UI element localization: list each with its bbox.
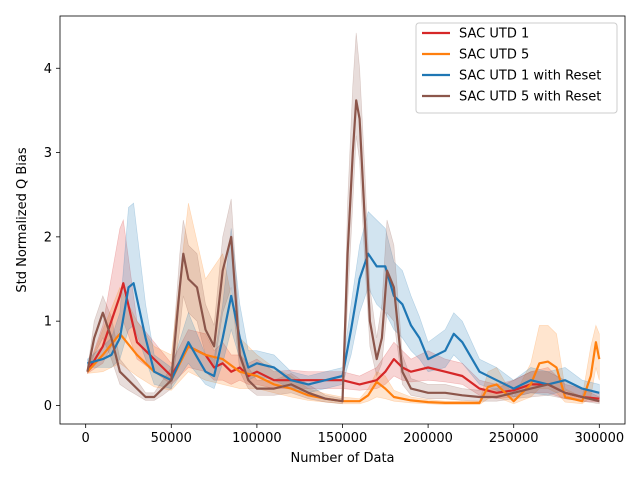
y-axis-label: Std Normalized Q Bias — [15, 147, 30, 292]
series-lines — [86, 99, 601, 404]
legend-box — [415, 22, 618, 114]
legend-entry: SAC UTD 5 — [459, 48, 529, 63]
x-tick-label: 0 — [82, 431, 90, 446]
x-tick-label: 250000 — [489, 431, 539, 446]
x-axis-label: Number of Data — [290, 451, 394, 466]
y-tick-label: 1 — [44, 315, 52, 330]
x-tick-label: 200000 — [403, 431, 453, 446]
legend-entry: SAC UTD 1 with Reset — [459, 69, 601, 84]
y-tick-label: 0 — [44, 399, 52, 414]
legend: SAC UTD 1 SAC UTD 5 SAC UTD 1 with Reset SA… — [415, 22, 618, 114]
y-axis-ticks: 0 1 2 3 4 — [44, 62, 60, 414]
x-tick-label: 100000 — [232, 431, 282, 446]
x-axis-ticks: 0 50000 100000 150000 200000 250000 300000 — [82, 424, 624, 446]
legend-entry: SAC UTD 1 — [459, 27, 529, 42]
series-band-1 — [87, 203, 600, 405]
x-tick-label: 150000 — [318, 431, 368, 446]
x-tick-label: 50000 — [151, 431, 192, 446]
x-tick-label: 300000 — [574, 431, 624, 446]
legend-entry: SAC UTD 5 with Reset — [459, 90, 601, 105]
y-tick-label: 2 — [44, 230, 52, 245]
y-tick-label: 3 — [44, 146, 52, 161]
series-line-3 — [86, 99, 600, 403]
y-tick-label: 4 — [44, 62, 52, 77]
